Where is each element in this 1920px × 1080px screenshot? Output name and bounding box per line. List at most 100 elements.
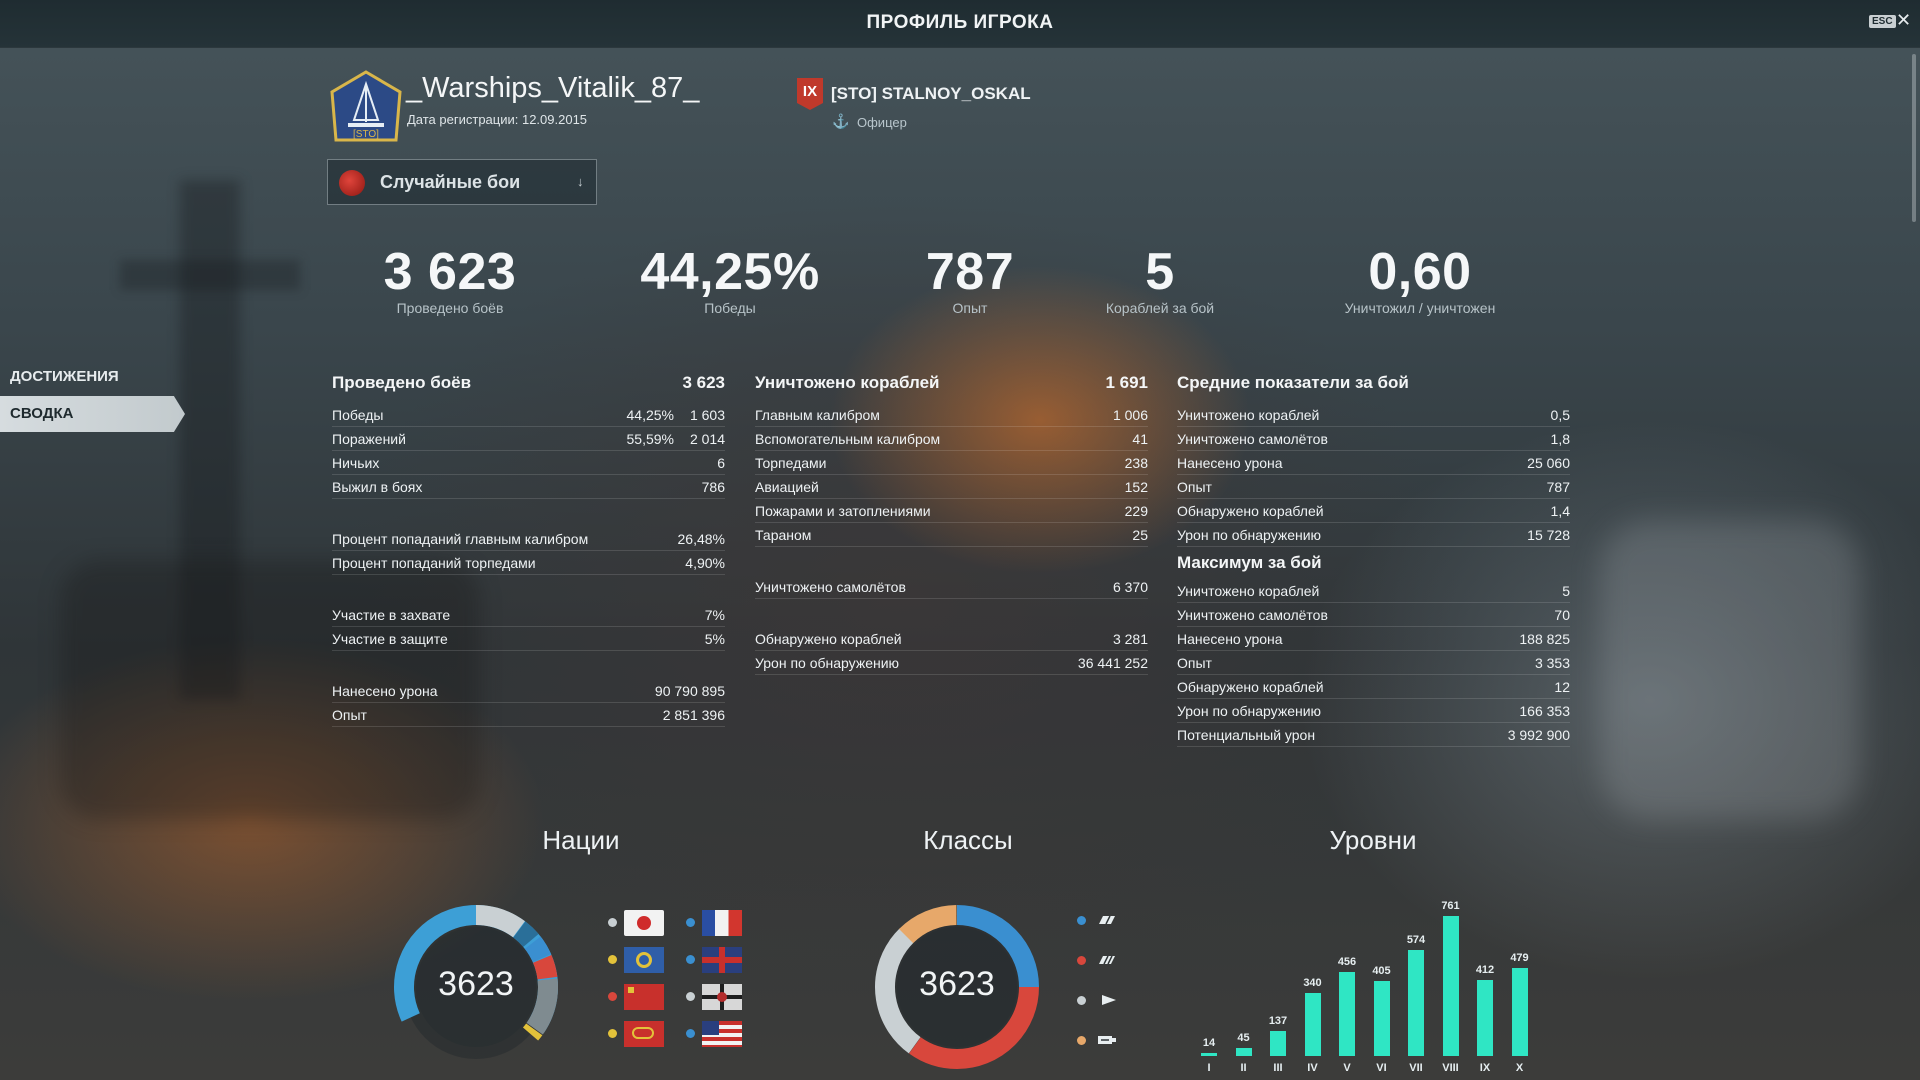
tier-bar[interactable] (1442, 916, 1459, 1056)
tier-bar[interactable] (1270, 1030, 1286, 1056)
section-value: 3 623 (682, 373, 725, 392)
stat-value: 2 851 396 (662, 707, 725, 723)
stat-value: 2 014 (689, 431, 725, 447)
section-header: Средние показатели за бой (1177, 373, 1570, 403)
stat-label: Нанесено урона (332, 683, 438, 699)
stat-label: Опыт (1177, 655, 1212, 671)
legend-dot (1077, 1036, 1086, 1045)
aircraft-carrier-icon (1098, 1036, 1116, 1044)
stat-row: Опыт 787 (1177, 475, 1570, 499)
japan-flag-icon (624, 910, 664, 936)
stat-value: 7% (704, 607, 725, 623)
kpi-battles: 3 623 Проведено боёв (350, 242, 550, 316)
stat-row: Вспомогательным калибром 41 (755, 427, 1148, 451)
kpi-value: 0,60 (1368, 243, 1472, 301)
stat-row: Участие в захвате 7% (332, 603, 725, 627)
section-value: 1 691 (1105, 373, 1148, 392)
stat-row: Потенциальный урон 3 992 900 (1177, 723, 1570, 747)
tier-bar[interactable] (1408, 950, 1424, 1056)
nations-total: 3623 (438, 965, 514, 1003)
kpi-value: 44,25% (640, 243, 820, 301)
stat-value: 188 825 (1519, 631, 1570, 647)
stat-label: Выжил в боях (332, 479, 423, 495)
page-title: ПРОФИЛЬ ИГРОКА (866, 12, 1054, 33)
tier-axis-label: IV (1307, 1062, 1318, 1074)
section-title: Максимум за бой (1177, 553, 1322, 572)
stats-destroyed-column: Уничтожено кораблей 1 691 Главным калибр… (755, 373, 1148, 675)
sidebar-item-achievements[interactable]: ДОСТИЖЕНИЯ (10, 368, 119, 385)
stat-label: Участие в защите (332, 631, 448, 647)
stat-row: Опыт 3 353 (1177, 651, 1570, 675)
stat-label: Уничтожено самолётов (1177, 607, 1328, 623)
stat-label: Урон по обнаружению (1177, 703, 1322, 719)
nations-chart-title: Нации (542, 825, 620, 855)
kpi-value: 787 (925, 243, 1015, 301)
nations-donut-chart[interactable] (393, 904, 559, 1070)
stat-row: Главным калибром 1 006 (755, 403, 1148, 427)
legend-dot (608, 918, 617, 927)
clan-name-link[interactable]: [STO] STALNOY_OSKAL (831, 84, 1031, 103)
tier-bar[interactable] (1477, 980, 1493, 1056)
top-bar: ПРОФИЛЬ ИГРОКА ESC ✕ (0, 0, 1920, 48)
clan-role: Офицер (857, 115, 907, 130)
battle-mode-dropdown[interactable]: Случайные бои ↓ (327, 159, 597, 205)
registration-date: Дата регистрации: 12.09.2015 (407, 112, 588, 127)
stat-row: Уничтожено кораблей 5 (1177, 579, 1570, 603)
stat-value: 4,90% (685, 555, 725, 571)
stat-value: 0,5 (1550, 407, 1570, 423)
section-title: Средние показатели за бой (1177, 373, 1409, 392)
anchor-icon: ⚓ (832, 113, 850, 129)
classes-donut-chart[interactable] (874, 904, 1040, 1070)
stat-label: Опыт (332, 707, 367, 723)
stat-label: Авиацией (755, 479, 819, 495)
tier-bar-value: 14 (1202, 1037, 1216, 1050)
stat-value: 1 006 (1112, 407, 1148, 423)
stats-averages-column: Средние показатели за бой Уничтожено кор… (1177, 373, 1570, 747)
battle-mode-label: Случайные бои (380, 172, 521, 192)
stat-label: Уничтожено самолётов (755, 579, 906, 595)
stat-label: Потенциальный урон (1177, 727, 1316, 743)
stat-label: Обнаружено кораблей (755, 631, 902, 647)
kpi-experience: 787 Опыт (890, 242, 1050, 316)
tier-axis-label: VIII (1442, 1062, 1459, 1074)
tier-bar[interactable] (1304, 993, 1321, 1056)
tier-bar-value: 137 (1268, 1014, 1288, 1027)
scrollbar[interactable] (1912, 54, 1916, 222)
stat-label: Вспомогательным калибром (755, 431, 941, 447)
esc-key-hint[interactable]: ESC (1869, 15, 1896, 28)
stat-row: Урон по обнаружению 166 353 (1177, 699, 1570, 723)
stat-row: Тараном 25 (755, 523, 1148, 547)
stat-label: Торпедами (755, 455, 827, 471)
tier-bar-value: 456 (1337, 956, 1357, 969)
close-icon[interactable]: ✕ (1896, 10, 1912, 30)
tier-bar[interactable] (1373, 981, 1390, 1056)
uk-flag-icon (702, 947, 742, 973)
stat-value: 1,8 (1550, 431, 1570, 447)
stats-battles-column: Проведено боёв 3 623 Победы 44,25% 1 603 П… (332, 373, 725, 727)
stat-value: 787 (1546, 479, 1570, 495)
tier-bar[interactable] (1201, 1053, 1217, 1056)
stat-value: 152 (1124, 479, 1148, 495)
stat-label: Обнаружено кораблей (1177, 679, 1324, 695)
legend-dot (686, 992, 695, 1001)
tier-bar[interactable] (1339, 972, 1355, 1056)
stat-row: Процент попаданий торпедами 4,90% (332, 551, 725, 575)
stat-value: 15 728 (1527, 527, 1570, 543)
chevron-down-icon: ↓ (577, 174, 584, 189)
stat-row: Процент попаданий главным калибром 26,48% (332, 527, 725, 551)
tier-bar[interactable] (1235, 1047, 1252, 1056)
china-flag-icon (624, 1021, 664, 1047)
tier-bar-value: 761 (1441, 900, 1460, 912)
kpi-ships-per-battle: 5 Кораблей за бой (1080, 242, 1240, 316)
usa-flag-icon (702, 1021, 742, 1047)
sidebar-item-summary[interactable]: СВОДКА (0, 396, 185, 432)
kpi-label: Уничтожил / уничтожен (1344, 300, 1496, 316)
stat-label: Уничтожено кораблей (1177, 583, 1320, 599)
tier-bar[interactable] (1511, 967, 1528, 1056)
stat-row: Нанесено урона 90 790 895 (332, 679, 725, 703)
tier-axis-label: IX (1479, 1062, 1491, 1074)
random-battles-icon (339, 170, 365, 196)
classes-total: 3623 (919, 965, 995, 1003)
stat-label: Пожарами и затоплениями (755, 503, 931, 519)
section-title: Проведено боёв (332, 373, 472, 392)
